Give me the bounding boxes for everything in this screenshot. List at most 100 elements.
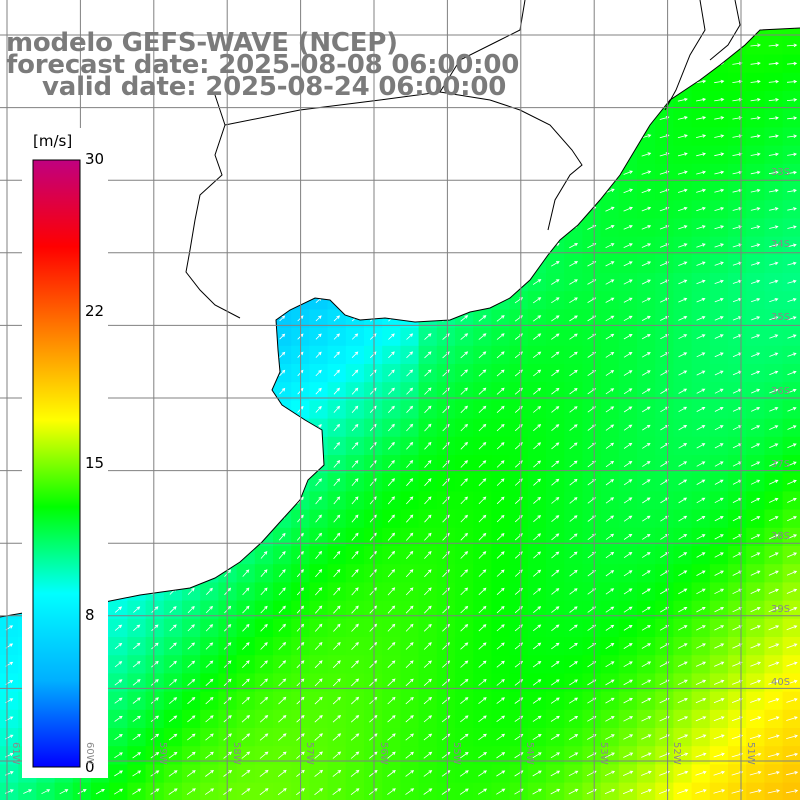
wind-speed-cell bbox=[200, 637, 219, 656]
wind-speed-cell bbox=[418, 527, 438, 547]
wind-speed-cell bbox=[546, 546, 565, 565]
wind-speed-cell bbox=[400, 491, 420, 511]
wind-arrow bbox=[405, 660, 414, 668]
wind-arrow bbox=[696, 316, 706, 321]
wind-arrow bbox=[533, 460, 542, 468]
wind-speed-cell bbox=[236, 709, 256, 729]
wind-arrow bbox=[333, 460, 341, 468]
wind-arrow bbox=[132, 770, 142, 777]
wind-arrow bbox=[496, 351, 505, 359]
wind-arrow bbox=[314, 678, 323, 687]
wind-arrow bbox=[132, 733, 141, 741]
wind-arrow bbox=[423, 733, 433, 741]
wind-arrow bbox=[314, 769, 324, 777]
wind-arrow bbox=[750, 643, 761, 649]
wind-arrow bbox=[496, 605, 505, 614]
wind-speed-cell bbox=[400, 527, 420, 547]
wind-speed-cell bbox=[418, 655, 438, 674]
wind-speed-cell bbox=[163, 728, 183, 747]
wind-arrow bbox=[532, 333, 542, 340]
wind-arrow bbox=[424, 569, 432, 578]
wind-arrow bbox=[132, 788, 142, 795]
wind-arrow bbox=[387, 641, 396, 650]
wind-speed-cell bbox=[673, 509, 693, 529]
wind-speed-cell bbox=[782, 782, 800, 800]
wind-arrow bbox=[677, 789, 689, 794]
wind-speed-cell bbox=[673, 546, 693, 565]
wind-speed-cell bbox=[527, 455, 547, 474]
wind-arrow bbox=[750, 698, 762, 703]
wind-arrow bbox=[713, 698, 725, 704]
wind-speed-cell bbox=[600, 273, 620, 292]
wind-arrow bbox=[496, 678, 505, 686]
wind-speed-cell bbox=[254, 600, 274, 620]
wind-arrow bbox=[623, 188, 633, 194]
wind-arrow bbox=[696, 570, 706, 576]
colorbar-tick-0: 0 bbox=[85, 758, 95, 776]
wind-arrow bbox=[59, 789, 69, 795]
wind-arrow bbox=[768, 116, 779, 120]
wind-speed-cell bbox=[327, 309, 347, 329]
wind-arrow bbox=[496, 423, 505, 432]
wind-speed-cell bbox=[254, 746, 274, 765]
wind-arrow bbox=[279, 369, 286, 377]
wind-arrow bbox=[714, 407, 724, 412]
wind-arrow bbox=[750, 43, 761, 48]
wind-arrow bbox=[460, 551, 469, 559]
wind-arrow bbox=[605, 279, 615, 285]
wind-arrow bbox=[332, 715, 342, 723]
wind-arrow bbox=[333, 587, 341, 596]
wind-arrow bbox=[241, 696, 250, 705]
wind-arrow bbox=[77, 789, 87, 795]
wind-speed-cell bbox=[509, 345, 529, 365]
wind-arrow bbox=[114, 624, 123, 631]
wind-speed-cell bbox=[473, 345, 492, 365]
wind-speed-cell bbox=[418, 382, 438, 401]
wind-arrow bbox=[641, 606, 651, 613]
wind-arrow bbox=[350, 733, 360, 741]
wind-arrow bbox=[605, 442, 615, 449]
wind-arrow bbox=[678, 243, 688, 248]
wind-speed-cell bbox=[600, 345, 620, 365]
wind-arrow bbox=[714, 516, 724, 522]
wind-speed-cell bbox=[382, 527, 401, 547]
wind-arrow bbox=[623, 679, 633, 686]
wind-arrow bbox=[604, 770, 616, 777]
wind-speed-cell bbox=[145, 618, 165, 638]
wind-speed-cell bbox=[364, 764, 383, 784]
wind-arrow bbox=[351, 587, 359, 596]
wind-arrow bbox=[532, 715, 542, 722]
wind-arrow bbox=[205, 678, 214, 686]
wind-arrow bbox=[387, 478, 395, 487]
wind-speed-cell bbox=[455, 546, 474, 565]
wind-arrow bbox=[424, 459, 432, 468]
wind-speed-cell bbox=[145, 600, 165, 620]
wind-speed-cell bbox=[546, 382, 565, 401]
wind-speed-cell bbox=[418, 637, 438, 656]
wind-arrow bbox=[750, 225, 761, 229]
wind-arrow bbox=[713, 679, 725, 685]
wind-arrow bbox=[151, 624, 159, 632]
wind-arrow bbox=[696, 116, 707, 120]
wind-speed-cell bbox=[218, 746, 238, 765]
wind-arrow bbox=[768, 516, 779, 522]
wind-speed-cell bbox=[200, 673, 219, 693]
lat-label-34s: 34S bbox=[771, 239, 791, 250]
wind-speed-cell bbox=[345, 728, 365, 747]
wind-arrow bbox=[187, 624, 195, 632]
wind-arrow bbox=[696, 443, 706, 449]
wind-speed-cell bbox=[527, 546, 547, 565]
wind-arrow bbox=[533, 533, 542, 541]
wind-speed-cell bbox=[509, 546, 529, 565]
wind-arrow bbox=[641, 170, 652, 175]
wind-speed-cell bbox=[655, 364, 674, 383]
wind-speed-cell bbox=[600, 600, 620, 620]
wind-arrow bbox=[387, 514, 395, 523]
wind-arrow bbox=[460, 405, 469, 414]
wind-arrow bbox=[751, 407, 761, 412]
wind-speed-cell bbox=[455, 509, 474, 529]
wind-speed-cell bbox=[127, 637, 147, 656]
wind-arrow bbox=[769, 497, 779, 503]
wind-arrow bbox=[641, 661, 652, 668]
wind-arrow bbox=[423, 770, 433, 777]
